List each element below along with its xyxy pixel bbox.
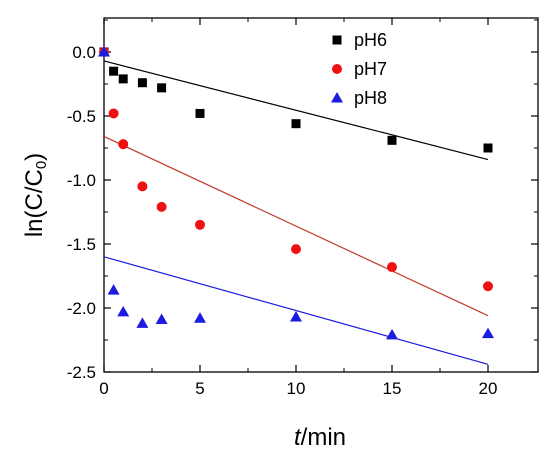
x-tick-label: 5 — [195, 379, 204, 398]
data-point-ph6 — [291, 119, 301, 129]
data-point-ph7 — [118, 139, 129, 150]
axis-ticks: 0 5 10 15 20 0.0 -0.5 -1.0 -1.5 -2.0 -2.5 — [67, 18, 538, 398]
legend-label-ph6: pH6 — [354, 30, 387, 50]
data-point-ph8 — [107, 284, 120, 295]
legend: pH6 pH7 pH8 — [331, 30, 387, 108]
data-point-ph7 — [195, 219, 205, 230]
data-point-ph7 — [108, 108, 119, 119]
data-point-ph8 — [386, 328, 398, 340]
data-point-ph7 — [156, 201, 167, 212]
data-point-ph8 — [290, 310, 302, 322]
y-axis-title-sub: 0 — [33, 161, 50, 169]
data-points — [98, 46, 494, 340]
fit-line-ph6 — [103, 60, 489, 161]
fit-line-ph7 — [103, 135, 489, 317]
data-point-ph6 — [483, 143, 493, 153]
legend-label-ph7: pH7 — [354, 59, 387, 79]
data-point-ph8 — [194, 312, 206, 323]
x-tick-label: 0 — [99, 379, 108, 398]
data-point-ph7 — [387, 262, 397, 273]
fit-lines — [103, 60, 489, 365]
legend-marker-ph6 — [332, 35, 342, 45]
y-tick-label: 0.0 — [72, 43, 96, 62]
data-point-ph8 — [117, 305, 130, 317]
data-point-ph6 — [137, 78, 147, 88]
data-point-ph6 — [118, 74, 128, 84]
y-tick-label: -1.0 — [67, 171, 96, 190]
x-tick-label: 15 — [383, 379, 402, 398]
y-axis-title-close: ) — [21, 153, 48, 161]
data-point-ph7 — [137, 181, 148, 192]
plot-frame — [103, 17, 539, 373]
legend-marker-ph8 — [331, 92, 343, 103]
data-point-ph6 — [109, 66, 119, 76]
y-tick-label: -0.5 — [67, 107, 96, 126]
y-axis-title: ln(C/C0) — [21, 153, 50, 237]
data-point-ph8 — [98, 46, 110, 57]
legend-label-ph8: pH8 — [354, 88, 387, 108]
data-point-ph7 — [291, 244, 301, 255]
legend-marker-ph7 — [332, 64, 342, 74]
y-tick-label: -1.5 — [67, 235, 96, 254]
x-axis-title-unit: /min — [301, 424, 346, 451]
x-tick-label: 20 — [479, 379, 498, 398]
data-point-ph8 — [136, 317, 149, 328]
y-axis-title-main: ln(C/C — [21, 169, 48, 237]
x-tick-label: 10 — [287, 379, 306, 398]
data-point-ph6 — [195, 108, 205, 118]
data-point-ph6 — [157, 83, 167, 93]
y-tick-label: -2.0 — [67, 299, 96, 318]
y-tick-label: -2.5 — [67, 363, 96, 382]
data-point-ph7 — [483, 281, 493, 292]
x-axis-title-italic: t — [294, 424, 302, 451]
data-point-ph8 — [155, 313, 168, 325]
data-point-ph8 — [482, 327, 494, 339]
fit-line-ph8 — [103, 256, 489, 365]
x-axis-title: t/min — [294, 424, 346, 451]
data-point-ph6 — [387, 135, 397, 145]
